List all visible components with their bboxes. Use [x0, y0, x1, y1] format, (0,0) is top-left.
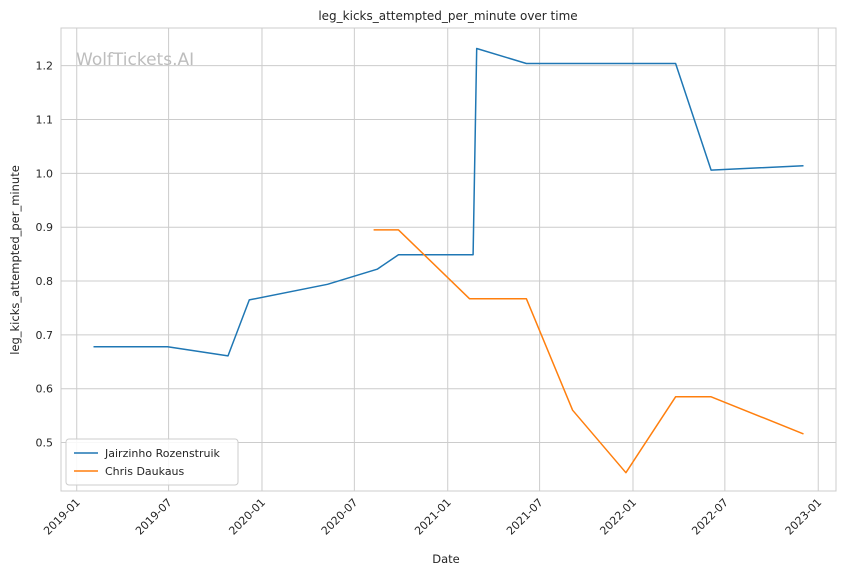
x-axis-label: Date	[432, 552, 460, 566]
x-tick-label: 2019-01	[41, 496, 83, 538]
y-tick-label: 0.7	[36, 329, 54, 342]
legend-label-jairzinho: Jairzinho Rozenstruik	[104, 447, 221, 460]
y-tick-label: 0.8	[36, 275, 54, 288]
x-tick-label: 2021-07	[504, 496, 546, 538]
y-tick-label: 0.9	[36, 221, 54, 234]
y-axis-label: leg_kicks_attempted_per_minute	[8, 165, 22, 355]
x-tick-labels: 2019-01 2019-07 2020-01 2020-07 2021-01 2021-…	[41, 496, 824, 538]
series-line-daukaus	[373, 229, 804, 474]
x-tick-label: 2020-01	[226, 496, 268, 538]
x-gridlines	[76, 28, 819, 491]
x-tick-label: 2023-01	[783, 496, 825, 538]
legend: Jairzinho Rozenstruik Chris Daukaus	[65, 438, 239, 486]
series-line-jairzinho	[93, 47, 804, 357]
x-tick-label: 2022-01	[597, 496, 639, 538]
y-gridlines	[61, 65, 836, 444]
x-tick-label: 2020-07	[319, 496, 361, 538]
y-tick-labels: 0.5 0.6 0.7 0.8 0.9 1.0 1.1 1.2	[36, 60, 54, 450]
y-tick-label: 0.6	[36, 383, 54, 396]
chart-title: leg_kicks_attempted_per_minute over time	[318, 9, 577, 23]
y-tick-label: 1.1	[36, 114, 54, 127]
plot-area-frame	[60, 27, 837, 492]
watermark: WolfTickets.AI	[76, 50, 194, 70]
x-tick-label: 2022-07	[689, 496, 731, 538]
x-tick-label: 2021-01	[412, 496, 454, 538]
y-tick-label: 1.0	[36, 167, 54, 180]
legend-box	[65, 438, 239, 486]
y-tick-label: 0.5	[36, 437, 54, 450]
legend-label-daukaus: Chris Daukaus	[105, 465, 185, 478]
x-tick-label: 2019-07	[133, 496, 175, 538]
y-tick-label: 1.2	[36, 60, 54, 73]
series-lines	[93, 47, 804, 474]
